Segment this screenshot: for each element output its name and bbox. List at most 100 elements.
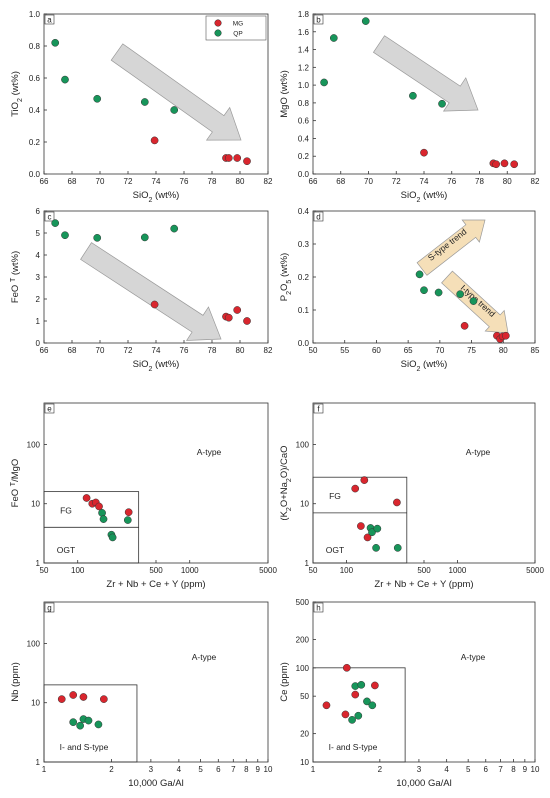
region-i-s-box xyxy=(312,667,406,763)
x-tick-label: 80 xyxy=(499,346,508,355)
y-axis-label: P2O5 (wt%) xyxy=(279,253,293,301)
data-point-mg xyxy=(95,502,103,511)
panel-f: f 50 100 500 1000 5000 1 10 100 Zr + Nb + Ce + Y … xyxy=(279,402,544,590)
data-point-qp xyxy=(469,297,478,305)
x-tick-label: 80 xyxy=(503,177,512,186)
data-point-qp xyxy=(93,94,102,103)
data-point-qp xyxy=(415,270,424,279)
x-tick-label: 50 xyxy=(309,566,318,575)
data-point-mg xyxy=(224,154,233,162)
x-tick-label: 1000 xyxy=(181,566,199,575)
panel-letter: f xyxy=(317,405,320,414)
x-tick-label: 70 xyxy=(96,346,105,355)
x-tick-label: 9 xyxy=(256,765,261,774)
data-point-mg xyxy=(371,681,379,690)
data-point-qp xyxy=(93,233,102,242)
data-point-mg xyxy=(233,154,242,162)
x-tick-label: 82 xyxy=(264,177,273,186)
y-tick-label: 100 xyxy=(27,440,41,449)
panel-a: a 66 68 70 72 74 76 78 80 82 0.0 0.2 0.4 0.6 0.8 1.0 SiO… xyxy=(10,10,273,204)
x-tick-label: 78 xyxy=(475,177,484,186)
x-tick-label: 6 xyxy=(216,765,221,774)
x-tick-label: 74 xyxy=(420,177,429,186)
x-axis-label: SiO2 (wt%) xyxy=(401,190,448,204)
y-tick-label: 0.2 xyxy=(29,138,41,147)
data-point-mg xyxy=(460,321,469,330)
y-tick-label: 100 xyxy=(27,639,41,648)
data-point-qp xyxy=(368,701,377,710)
y-tick-label: 1.8 xyxy=(298,10,310,19)
x-tick-label: 72 xyxy=(124,177,133,186)
x-tick-label: 68 xyxy=(68,177,77,186)
data-point-qp xyxy=(373,524,382,533)
legend-marker-mg xyxy=(214,19,222,27)
data-point-qp xyxy=(393,544,402,552)
data-point-qp xyxy=(170,106,179,114)
x-tick-label: 50 xyxy=(309,346,318,355)
y-tick-label: 0.2 xyxy=(298,273,310,282)
x-tick-label: 2 xyxy=(109,765,114,774)
legend-label-qp: QP xyxy=(233,31,242,38)
data-point-qp xyxy=(438,99,446,108)
data-point-mg xyxy=(351,690,360,699)
y-tick-label: 6 xyxy=(36,207,41,216)
data-point-qp xyxy=(123,516,132,524)
panel-letter-box xyxy=(44,211,55,222)
y-tick-label: 10 xyxy=(31,699,40,708)
x-tick-label: 68 xyxy=(336,177,345,186)
y-tick-label: 10 xyxy=(31,500,40,509)
region-label-a-type: A-type xyxy=(197,447,222,457)
y-tick-label: 5 xyxy=(36,229,41,238)
x-tick-label: 74 xyxy=(152,177,161,186)
panel-letter-box xyxy=(313,211,324,222)
panel-letter: b xyxy=(316,16,321,25)
panel-letter-box xyxy=(44,403,55,414)
data-point-qp xyxy=(84,716,93,725)
x-axis-label: Zr + Nb + Ce + Y (ppm) xyxy=(374,579,473,590)
x-tick-label: 66 xyxy=(40,346,49,355)
data-point-mg xyxy=(79,693,88,701)
plot-frame xyxy=(43,601,269,763)
x-tick-label: 4 xyxy=(177,765,182,774)
legend-marker-qp xyxy=(214,29,222,37)
x-tick-label: 9 xyxy=(523,765,528,774)
y-tick-label: 0.8 xyxy=(29,42,41,51)
data-point-qp xyxy=(354,711,363,720)
x-tick-label: 1 xyxy=(311,765,316,774)
data-point-qp xyxy=(61,231,69,240)
data-point-qp xyxy=(420,286,428,295)
y-axis-label: FeO T (wt%) xyxy=(10,251,22,303)
panel-b: b 66 68 70 72 74 76 78 80 82 0.0 0.2 0.4 0.6 0.8 1.0 1.2… xyxy=(279,10,540,204)
x-tick-label: 7 xyxy=(231,765,236,774)
x-tick-label: 55 xyxy=(340,346,349,355)
data-point-qp xyxy=(320,78,328,87)
x-tick-label: 76 xyxy=(180,346,189,355)
region-label-ogt: OGT xyxy=(326,545,344,555)
data-point-mg xyxy=(342,663,351,672)
data-point-mg xyxy=(501,331,510,340)
x-tick-label: 78 xyxy=(208,346,217,355)
x-tick-label: 70 xyxy=(364,177,373,186)
region-fg-box xyxy=(312,476,408,564)
y-tick-label: 0.1 xyxy=(298,306,310,315)
x-tick-label: 70 xyxy=(96,177,105,186)
x-tick-label: 75 xyxy=(467,346,476,355)
region-label-ogt: OGT xyxy=(57,545,75,555)
panel-letter: h xyxy=(316,604,320,613)
region-label-a-type: A-type xyxy=(192,652,217,662)
y-tick-label: 0 xyxy=(36,339,41,348)
x-tick-label: 10 xyxy=(264,765,273,774)
trend-arrow xyxy=(416,219,486,276)
panel-letter-box xyxy=(313,403,324,414)
panel-letter-box xyxy=(313,602,324,613)
trend-arrow xyxy=(372,35,479,112)
y-tick-label: 1.0 xyxy=(298,81,310,90)
x-axis-label: SiO2 (wt%) xyxy=(133,359,180,373)
panel-letter-box xyxy=(44,14,55,25)
x-tick-label: 2 xyxy=(378,765,383,774)
panel-letter: a xyxy=(47,16,52,25)
x-tick-label: 50 xyxy=(40,566,49,575)
y-axis-label: (K2O+Na2O)/CaO xyxy=(279,445,293,520)
plot-frame xyxy=(312,402,536,564)
